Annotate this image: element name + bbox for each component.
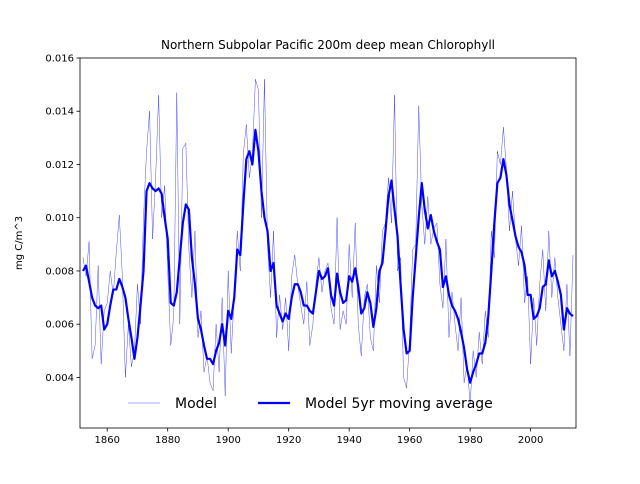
x-tick-label: 1940 bbox=[336, 435, 361, 446]
x-tick-label: 1920 bbox=[276, 435, 301, 446]
legend-label: Model bbox=[175, 396, 217, 412]
y-tick-label: 0.014 bbox=[45, 107, 74, 118]
x-tick-label: 1860 bbox=[94, 435, 119, 446]
chart-title: Northern Subpolar Pacific 200m deep mean… bbox=[161, 38, 495, 52]
plot-area bbox=[82, 79, 574, 405]
x-tick-label: 1900 bbox=[215, 435, 240, 446]
x-tick-label: 1960 bbox=[397, 435, 422, 446]
y-axis-label: mg C/m^3 bbox=[14, 216, 25, 270]
x-tick-label: 1980 bbox=[457, 435, 482, 446]
x-tick-label: 1880 bbox=[155, 435, 180, 446]
y-tick-label: 0.004 bbox=[45, 373, 74, 384]
series-line bbox=[82, 79, 574, 405]
y-tick-label: 0.006 bbox=[45, 320, 74, 331]
y-tick-label: 0.010 bbox=[45, 213, 74, 224]
y-tick-label: 0.012 bbox=[45, 160, 74, 171]
legend-label: Model 5yr moving average bbox=[305, 396, 493, 412]
y-tick-label: 0.008 bbox=[45, 266, 74, 277]
y-tick-label: 0.016 bbox=[45, 54, 74, 65]
x-tick-label: 2000 bbox=[518, 435, 543, 446]
axes-frame bbox=[79, 57, 577, 429]
series-line bbox=[82, 128, 574, 384]
